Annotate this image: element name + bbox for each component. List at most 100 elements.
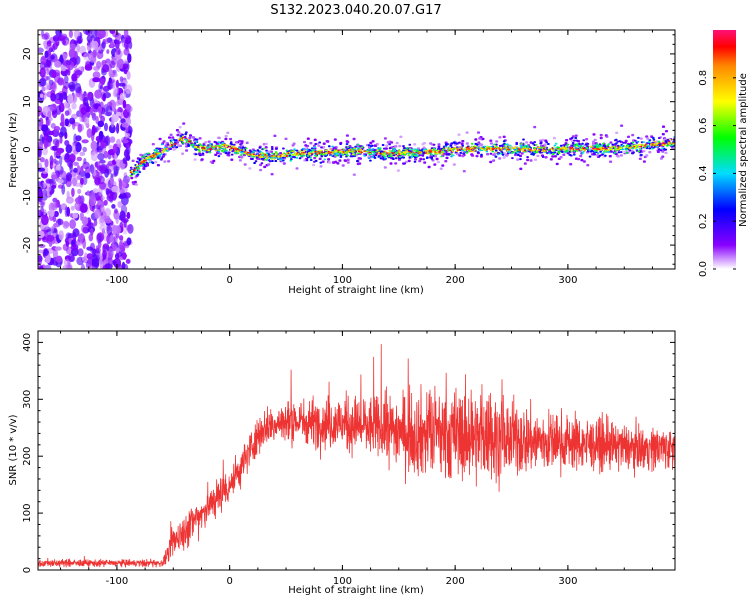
- spectrogram-cell: [314, 143, 317, 145]
- spectrogram-cell: [621, 148, 624, 151]
- spectrogram-cell: [658, 137, 661, 139]
- spectrogram-cell: [163, 148, 166, 150]
- spectrogram-cell: [228, 144, 231, 146]
- spectrogram-cell: [553, 155, 557, 158]
- snr-y-tick-label: 300: [22, 390, 33, 409]
- spectrogram-cell: [458, 141, 461, 144]
- spectrogram-cell: [233, 152, 237, 154]
- spectrogram-cell: [193, 158, 197, 161]
- spectrogram-cell: [535, 151, 539, 154]
- spectrogram-cell: [615, 131, 619, 134]
- spectrogram-cell: [430, 149, 433, 152]
- spectrogram-noise-cell: [58, 230, 64, 241]
- spectrogram-noise-cell: [84, 116, 90, 127]
- spectrogram-cell: [648, 147, 651, 150]
- spectrogram-cell: [304, 147, 308, 150]
- spectrogram-cell: [309, 142, 313, 145]
- spectrogram-cell: [167, 160, 171, 163]
- spectrogram-cell: [345, 151, 348, 154]
- spectrogram-cell: [619, 151, 623, 154]
- spectrogram-cell: [407, 154, 410, 157]
- snr-series-line: [38, 344, 675, 569]
- spectrogram-cell: [178, 139, 181, 142]
- spectrogram-cell: [657, 148, 661, 151]
- spectrogram-cell: [264, 146, 268, 149]
- spectrogram-cell: [435, 157, 439, 161]
- spectrogram-cell: [129, 174, 132, 177]
- spectrogram-cell: [586, 145, 589, 148]
- spectrogram-cell: [359, 152, 362, 154]
- spectrogram-cell: [452, 141, 456, 144]
- spectrogram-noise-cell: [73, 161, 79, 166]
- spectrogram-cell: [493, 147, 496, 150]
- spectrogram-noise-cell: [115, 79, 119, 89]
- spectrogram-cell: [238, 139, 242, 143]
- spectrogram-cell: [664, 140, 668, 143]
- spectrogram-cell: [481, 137, 485, 141]
- spectrogram-cell: [260, 152, 263, 155]
- spectrogram-cell: [310, 147, 314, 150]
- spectrogram-cell: [471, 142, 474, 145]
- spectrogram-cell: [476, 151, 480, 154]
- spectrogram-noise-cell: [38, 140, 43, 150]
- spectrogram-cell: [369, 141, 373, 145]
- spectrogram-cell: [279, 155, 282, 157]
- spectrogram-noise-cell: [109, 136, 116, 143]
- spectrogram-cell: [408, 148, 411, 150]
- spectrogram-noise-cell: [38, 47, 44, 54]
- spectrogram-noise-cell: [80, 177, 84, 185]
- spectrogram-cell: [273, 134, 277, 137]
- spectrogram-noise-cell: [49, 209, 55, 217]
- spectrogram-cell: [148, 161, 151, 164]
- spectrogram-cell: [223, 143, 226, 146]
- spectrogram-noise-cell: [83, 158, 87, 165]
- spectrogram-cell: [449, 144, 453, 147]
- spectrogram-noise-cell: [80, 263, 85, 269]
- spectrogram-cell: [138, 159, 142, 161]
- spectrogram-noise-cell: [39, 264, 44, 269]
- spectrogram-cell: [214, 153, 218, 156]
- spectrogram-cell: [135, 166, 138, 169]
- spectrogram-cell: [624, 148, 627, 151]
- spectrogram-cell: [307, 156, 310, 159]
- spectrogram-x-tick-label: 300: [558, 275, 577, 286]
- spectrogram-cell: [522, 150, 525, 152]
- spectrogram-cell: [461, 154, 465, 158]
- spectrogram-cell: [201, 147, 204, 149]
- spectrogram-cell: [553, 149, 556, 151]
- spectrogram-cell: [223, 147, 226, 149]
- spectrogram-cell: [490, 149, 493, 152]
- spectrogram-cell: [664, 151, 668, 154]
- spectrogram-cell: [573, 153, 576, 156]
- spectrogram-noise-cell: [119, 76, 124, 83]
- spectrogram-cell: [620, 124, 624, 127]
- spectrogram-noise-cell: [60, 126, 67, 136]
- spectrogram-cell: [267, 163, 271, 166]
- spectrogram-noise-cell: [113, 86, 119, 95]
- spectrogram-cell: [668, 141, 671, 143]
- spectrogram-cell: [246, 151, 249, 154]
- spectrogram-cell: [561, 150, 564, 153]
- spectrogram-cell: [437, 143, 441, 146]
- spectrogram-cell: [422, 146, 426, 149]
- spectrogram-cell: [555, 162, 559, 166]
- spectrogram-cell: [312, 148, 315, 151]
- spectrogram-cell: [573, 139, 576, 142]
- spectrogram-cell: [295, 167, 299, 170]
- spectrogram-cell: [148, 157, 151, 159]
- spectrogram-cell: [356, 162, 360, 166]
- spectrogram-cell: [144, 153, 147, 156]
- spectrogram-cell: [313, 138, 317, 141]
- spectrogram-cell: [483, 145, 486, 148]
- spectrogram-noise-cell: [40, 201, 45, 208]
- spectrogram-cell: [422, 158, 425, 161]
- spectrogram-noise-cell: [126, 237, 132, 246]
- spectrogram-cell: [318, 141, 321, 144]
- spectrogram-cell: [533, 146, 536, 149]
- spectrogram-cell: [624, 139, 628, 143]
- spectrogram-cell: [154, 155, 157, 157]
- spectrogram-cell: [209, 143, 212, 145]
- spectrogram-cell: [306, 149, 309, 151]
- spectrogram-cell: [143, 159, 145, 162]
